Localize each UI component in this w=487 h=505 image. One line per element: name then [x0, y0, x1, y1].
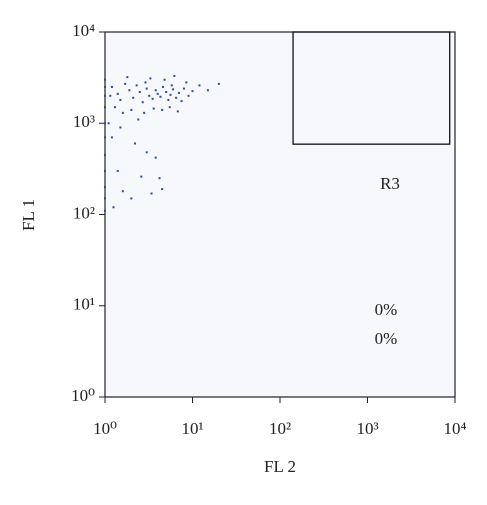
point — [169, 93, 172, 96]
point — [151, 97, 154, 100]
point — [168, 106, 171, 109]
x-tick-label: 10⁴ — [444, 419, 467, 438]
point — [104, 122, 106, 125]
point — [156, 92, 159, 95]
point — [144, 81, 147, 84]
point — [167, 98, 170, 101]
point — [154, 89, 157, 92]
point — [165, 91, 168, 94]
point — [119, 126, 122, 129]
point — [191, 90, 194, 93]
gate-label: R3 — [380, 174, 400, 193]
point — [104, 169, 106, 172]
point — [113, 106, 116, 109]
point — [161, 108, 164, 111]
point — [104, 94, 106, 97]
point — [173, 74, 176, 77]
point — [130, 197, 133, 200]
point — [187, 94, 190, 97]
annotation: 0% — [375, 329, 398, 348]
plot-area — [104, 31, 456, 398]
point — [104, 106, 106, 109]
point — [154, 156, 157, 159]
point — [112, 206, 115, 209]
point — [206, 89, 209, 92]
point — [133, 142, 136, 145]
point — [121, 190, 124, 193]
point — [172, 88, 175, 91]
y-tick-label: 10² — [73, 203, 95, 222]
annotation: 0% — [375, 300, 398, 319]
point — [104, 186, 106, 189]
point — [141, 101, 144, 104]
point — [128, 89, 131, 92]
y-tick-label: 10³ — [73, 112, 95, 131]
point — [132, 96, 135, 99]
point — [109, 94, 112, 97]
gate — [292, 31, 451, 145]
point — [163, 78, 166, 81]
point — [116, 169, 119, 172]
point — [104, 209, 106, 212]
point — [104, 78, 106, 81]
point — [183, 87, 186, 90]
point — [198, 84, 201, 87]
point — [175, 96, 178, 99]
point — [145, 151, 148, 154]
point — [110, 136, 113, 139]
point — [158, 177, 161, 180]
point — [185, 81, 188, 84]
point — [217, 82, 220, 85]
point — [152, 107, 155, 110]
x-axis-label: FL 2 — [264, 457, 296, 476]
point — [161, 188, 164, 191]
x-tick-label: 10³ — [356, 419, 378, 438]
point — [176, 110, 179, 113]
point — [124, 82, 127, 85]
point — [104, 197, 106, 200]
point — [159, 95, 162, 98]
point — [107, 122, 110, 125]
x-tick-label: 10¹ — [181, 419, 203, 438]
point — [177, 91, 180, 94]
point — [104, 85, 106, 88]
point — [170, 84, 173, 87]
point — [116, 92, 119, 95]
point — [148, 94, 151, 97]
y-tick-label: 10⁰ — [71, 386, 95, 405]
y-tick-label: 10¹ — [73, 295, 95, 314]
point — [161, 85, 164, 88]
point — [150, 192, 153, 195]
x-tick-label: 10⁰ — [93, 419, 117, 438]
point — [121, 111, 124, 114]
point — [104, 153, 106, 156]
y-axis-label: FL 1 — [19, 199, 38, 231]
y-tick-label: 10⁴ — [72, 21, 95, 40]
point — [126, 76, 129, 79]
x-tick-label: 10² — [269, 419, 291, 438]
point — [130, 108, 133, 111]
point — [145, 87, 148, 90]
point — [149, 77, 152, 80]
point — [104, 136, 106, 139]
point — [110, 85, 113, 88]
point — [180, 100, 183, 103]
point — [137, 118, 140, 121]
point — [119, 98, 122, 101]
point — [135, 84, 138, 87]
point — [138, 91, 141, 94]
point — [140, 175, 143, 178]
point — [143, 111, 146, 114]
